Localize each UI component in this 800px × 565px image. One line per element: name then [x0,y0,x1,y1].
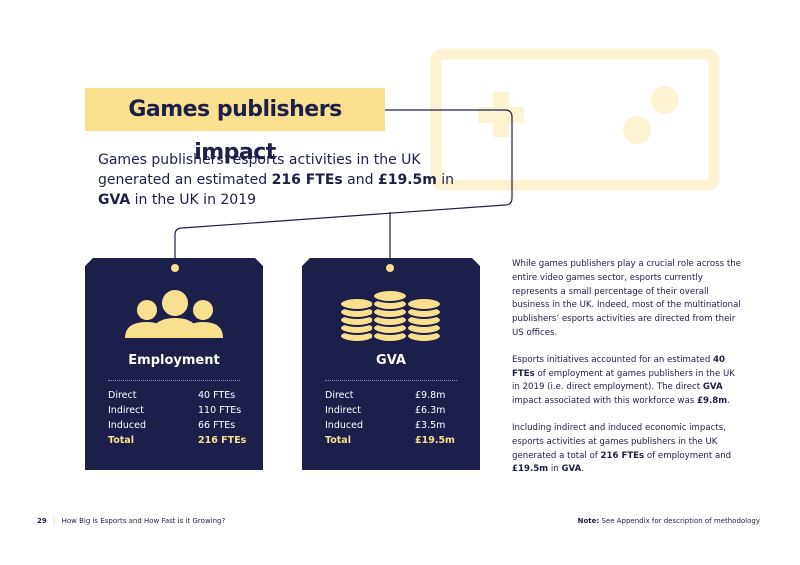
paragraph: Esports initiatives accounted for an est… [512,354,744,409]
footer-title: How Big is Esports and How Fast is it Gr… [61,517,226,525]
row-value: £19.5m [415,435,455,446]
subtitle: Games publishers’ esports activities in … [98,150,488,210]
row-value: £3.5m [415,420,446,431]
row-label: Direct [325,390,354,401]
note-label: Note: [577,517,600,525]
text-run: . [727,396,730,407]
row-label: Total [108,435,134,446]
controller-outline [430,48,720,191]
paragraph: Including indirect and induced economic … [512,422,744,477]
text-run: £9.8m [697,396,728,407]
text-run: in [436,172,455,188]
text-run: 216 FTEs [600,450,645,461]
row-value: 40 FTEs [198,390,236,401]
table-row: Induced £3.5m [325,420,465,431]
table-row: Direct £9.8m [325,390,465,401]
text-run: While games publishers play a crucial ro… [512,259,741,338]
paragraph: While games publishers play a crucial ro… [512,258,744,341]
text-run: and [342,172,378,188]
connector [174,109,513,262]
text-run: . [581,464,584,475]
divider [108,380,240,381]
table-row: Total 216 FTEs [108,435,248,446]
row-label: Direct [108,390,137,401]
row-label: Indirect [108,405,144,416]
text-run: of employment at games publishers in the… [512,368,735,393]
divider [325,380,457,381]
card-title: GVA [376,353,406,368]
coins-icon [339,264,442,343]
table-row: Indirect £6.3m [325,405,465,416]
body-text: While games publishers play a crucial ro… [512,258,744,490]
page-number: 29 [37,517,47,525]
card: GVA Direct £9.8m Indirect £6.3m Induced £3.5m T… [302,258,480,470]
text-run: in the UK in 2019 [130,192,257,208]
row-label: Induced [108,420,146,431]
footer-note: Note: See Appendix for description of me… [578,517,760,525]
text-run: 40 FTEs [512,354,725,379]
text-run: £19.5m [377,172,437,188]
text-run: Games publishers’ esports activities in … [98,152,421,188]
controller-buttons [478,86,679,144]
title: Games publishers impact [85,88,385,165]
text-run: 216 FTEs [271,172,343,188]
text-run: Including indirect and induced economic … [512,422,726,461]
text-run: £19.5m [512,464,549,475]
card: Employment Direct 40 FTEs Indirect 110 FTEs I… [85,258,263,470]
row-value: 216 FTEs [198,435,247,446]
table-row: Direct 40 FTEs [108,390,248,401]
table-row: Indirect 110 FTEs [108,405,248,416]
text-run: in [548,464,562,475]
row-label: Induced [325,420,363,431]
row-value: £6.3m [415,405,446,416]
table-row: Total £19.5m [325,435,465,446]
card-title: Employment [128,353,220,368]
text-run: impact associated with this workforce wa… [512,396,698,407]
footer: 29 | How Big is Esports and How Fast is … [37,517,226,525]
text-run: GVA [702,382,723,393]
row-label: Indirect [325,405,361,416]
row-value: £9.8m [415,390,446,401]
row-label: Total [325,435,351,446]
people-icon [125,264,223,338]
text-run: GVA [561,464,582,475]
note: See Appendix for description of methodol… [601,517,760,525]
row-value: 110 FTEs [198,405,242,416]
text-run: GVA [98,192,131,208]
row-value: 66 FTEs [198,420,236,431]
text-run: of employment and [644,450,732,461]
table-row: Induced 66 FTEs [108,420,248,431]
text-run: Esports initiatives accounted for an est… [512,354,714,365]
